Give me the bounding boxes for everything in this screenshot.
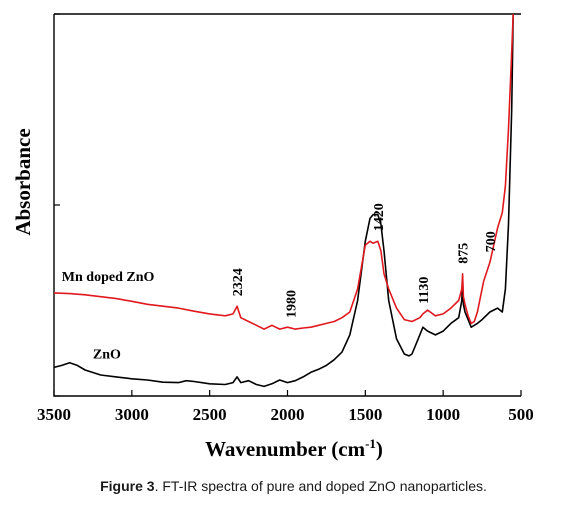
series-label-zno: ZnO (93, 348, 121, 363)
figure-caption-text: . FT-IR spectra of pure and doped ZnO na… (154, 478, 487, 494)
x-tick-label: 2500 (193, 405, 227, 424)
peak-label-1130: 1130 (417, 277, 432, 304)
annotation-layer: 2324 1980 1420 1130 875 700 Mn doped ZnO ZnO (62, 203, 499, 362)
peak-label-700: 700 (484, 231, 499, 252)
series-label-mn-doped-zno: Mn doped ZnO (62, 270, 155, 285)
x-tick-label: 1000 (426, 405, 460, 424)
chart-axes: 3500 3000 2500 2000 1500 1000 500 (37, 13, 534, 424)
x-tick-label: 1500 (348, 405, 382, 424)
ftir-chart: 3500 3000 2500 2000 1500 1000 500 2324 1980 1420… (11, 13, 534, 461)
figure-caption: Figure 3. FT-IR spectra of pure and dope… (0, 478, 587, 494)
series-line-mn-doped-zno (53, 13, 514, 330)
x-tick-label: 3000 (115, 405, 149, 424)
x-tick-label: 500 (508, 405, 534, 424)
peak-label-2324: 2324 (231, 268, 246, 296)
series-layer (53, 13, 514, 388)
peak-label-1420: 1420 (372, 203, 387, 231)
y-axis-title: Absorbance (11, 128, 35, 235)
peak-label-875: 875 (457, 243, 472, 264)
x-tick-label: 2000 (271, 405, 305, 424)
x-axis-title: Wavenumber (cm-1) (205, 436, 383, 461)
x-tick-label: 3500 (37, 405, 71, 424)
figure-caption-label: Figure 3 (100, 478, 155, 494)
peak-label-1980: 1980 (285, 290, 300, 318)
plot-frame (53, 13, 521, 397)
series-line-zno (53, 13, 514, 388)
